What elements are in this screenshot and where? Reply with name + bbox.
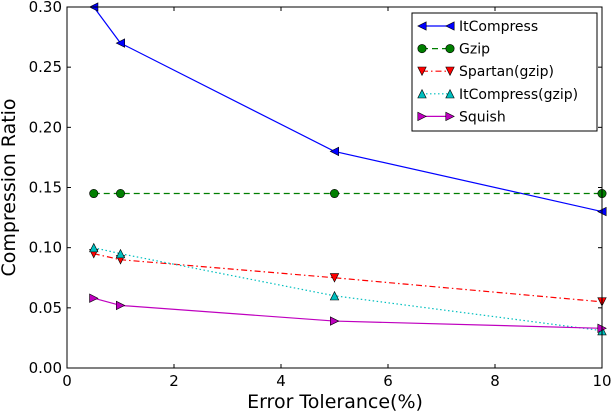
data-point-itcompress-gzip — [329, 290, 340, 301]
legend-item-spartan-gzip: Spartan(gzip) — [417, 64, 554, 80]
series-line-itcompress-gzip — [93, 247, 602, 332]
y-tick-label: 0.05 — [29, 299, 62, 317]
series-layer — [88, 2, 607, 336]
legend-label: ItCompress — [459, 19, 538, 35]
data-point-itcompress — [115, 38, 125, 48]
x-tick-label: 4 — [276, 372, 286, 390]
y-tick-label: 0.20 — [29, 118, 62, 136]
y-axis-label: Compression Ratio — [0, 98, 20, 276]
tick-layer: 0 2 4 6 8 10 0.00 0.05 0.10 0.15 0.20 0.25 0.30 — [29, 0, 612, 390]
y-tick-label: 0.25 — [29, 58, 62, 76]
legend-marker — [445, 88, 455, 99]
legend-label: Gzip — [459, 42, 490, 58]
series-line-itcompress — [93, 7, 602, 213]
x-tick-label: 6 — [383, 372, 393, 390]
legend-item-squish: Squish — [417, 109, 506, 125]
legend-marker — [417, 66, 427, 77]
legend-marker — [417, 44, 427, 54]
data-point-gzip — [89, 189, 99, 199]
x-tick-label: 0 — [62, 372, 72, 390]
legend-marker — [445, 21, 455, 31]
legend-marker — [445, 44, 455, 54]
x-tick-label: 8 — [490, 372, 500, 390]
data-point-gzip — [116, 189, 126, 199]
y-tick-label: 0.15 — [29, 179, 62, 197]
legend-frame — [411, 12, 598, 132]
data-point-itcompress — [329, 146, 340, 157]
series-lines — [93, 7, 602, 332]
data-point-itcompress-gzip — [89, 242, 99, 253]
x-tick-label: 10 — [592, 372, 611, 390]
data-point-gzip — [329, 189, 339, 199]
legend-marker — [445, 111, 455, 122]
legend-item-itcompress: ItCompress — [417, 19, 538, 35]
series-markers — [88, 2, 607, 336]
data-point-squish — [89, 293, 99, 303]
data-point-squish — [116, 300, 126, 311]
legend-label: Spartan(gzip) — [459, 64, 554, 80]
series-line-spartan-gzip — [93, 253, 602, 303]
legend-label: Squish — [459, 109, 506, 125]
legend-marker — [417, 21, 427, 31]
legend-marker — [417, 111, 427, 122]
legend-label: ItCompress(gzip) — [459, 87, 578, 103]
x-axis-label: Error Tolerance(%) — [247, 391, 423, 412]
x-tick-label: 2 — [169, 372, 179, 390]
data-point-spartan-gzip — [329, 273, 340, 283]
y-tick-label: 0.30 — [29, 0, 62, 16]
legend: ItCompress Gzip Spartan(gzip) ItCompress(gz… — [411, 12, 598, 132]
data-point-itcompress-gzip — [115, 248, 126, 259]
y-tick-label: 0.10 — [29, 239, 62, 257]
series-line-squish — [93, 297, 602, 329]
legend-item-itcompress-gzip: ItCompress(gzip) — [417, 87, 578, 103]
legend-item-gzip: Gzip — [417, 42, 490, 58]
legend-marker — [445, 66, 455, 77]
legend-marker — [417, 88, 427, 99]
data-point-squish — [329, 316, 340, 326]
y-tick-label: 0.00 — [29, 359, 62, 377]
